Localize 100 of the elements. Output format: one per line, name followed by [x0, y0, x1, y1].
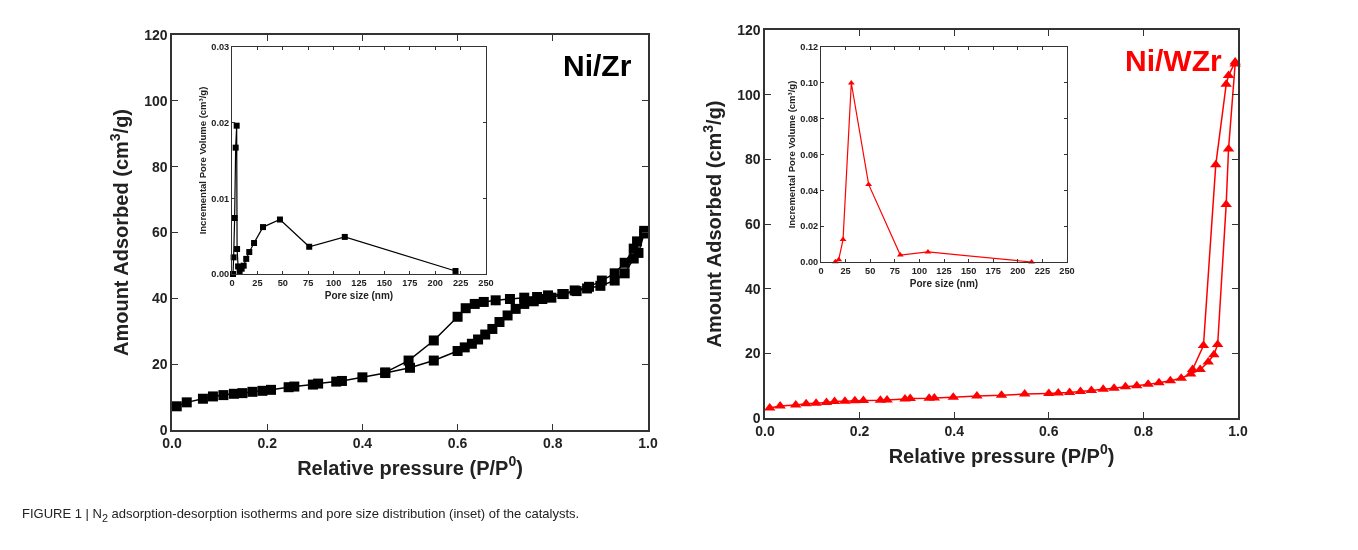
point [289, 381, 300, 392]
point [276, 216, 283, 223]
point [452, 267, 459, 274]
x-tick-label: 0.6 [447, 435, 468, 452]
x-tick-label: 175 [402, 278, 418, 289]
y-tick-label: 40 [745, 280, 761, 297]
point [257, 385, 268, 396]
x-tick-label: 100 [325, 278, 342, 289]
x-tick-label: 75 [303, 278, 314, 289]
x-tick-label: 200 [1010, 266, 1026, 277]
point [519, 292, 530, 303]
y-tick-label: 0.04 [800, 185, 820, 196]
point [800, 398, 812, 407]
x-tick-label: 225 [1034, 266, 1051, 277]
y-tick-label: 120 [144, 26, 168, 43]
point [259, 224, 266, 231]
x-tick-label: 0.0 [755, 423, 775, 440]
caption: FIGURE 1 | N$_{2}$ adsorption-desorption isotherms and pore size distribution (inset) of the catalysts. [22, 506, 580, 524]
y-tick-label: 100 [737, 86, 761, 103]
y-tick-label: 0.02 [800, 221, 819, 232]
point [232, 144, 239, 151]
point [1210, 159, 1222, 168]
y-tick-label: 100 [144, 92, 168, 109]
text: Ni/Zr [563, 49, 632, 82]
x-tick-label: 0.2 [257, 435, 278, 452]
point [428, 355, 439, 366]
y-axis-title: Incremental Pore Volume (cm³/g) [786, 80, 798, 229]
x-tick-label: 1.0 [1228, 423, 1248, 440]
point [487, 323, 498, 334]
point [628, 243, 639, 254]
x-tick-label: 150 [376, 278, 393, 289]
y-tick-label: 60 [152, 224, 168, 241]
x-tick-label: 25 [252, 278, 263, 289]
point [502, 310, 513, 321]
y-tick-label: 120 [737, 21, 761, 38]
y-axis-title: Incremental Pore Volume (cm³/g) [197, 86, 209, 235]
point [596, 275, 607, 286]
point [619, 268, 630, 279]
point [1220, 199, 1232, 208]
x-axis-title: Relative pressure (P/P$^{0}$) [888, 441, 1115, 467]
x-tick-label: 175 [985, 266, 1001, 277]
point [233, 122, 240, 129]
x-tick-label: 250 [1059, 266, 1075, 277]
x-tick-label: 125 [936, 266, 952, 277]
y-tick-label: 0.01 [211, 193, 230, 204]
x-tick-label: 0.2 [849, 423, 870, 440]
y-tick-label: 60 [745, 215, 761, 232]
point [357, 372, 368, 383]
text: Ni/WZr [1125, 44, 1222, 77]
x-axis-title: Pore size (nm) [324, 289, 394, 301]
x-tick-label: 150 [960, 266, 977, 277]
x-tick-label: 125 [351, 278, 367, 289]
y-tick-label: 40 [152, 290, 168, 307]
x-tick-label: 250 [478, 278, 494, 289]
y-tick-label: 0.12 [800, 42, 819, 53]
y-tick-label: 0.08 [800, 113, 819, 124]
point [234, 246, 241, 253]
point [460, 303, 471, 314]
point [452, 311, 463, 322]
point [266, 384, 277, 395]
y-tick-label: 0.00 [800, 257, 819, 268]
x-tick-label: 225 [452, 278, 469, 289]
x-tick-label: 50 [277, 278, 288, 289]
x-tick-label: 0.4 [944, 423, 965, 440]
point [1131, 380, 1143, 389]
point [494, 317, 505, 328]
y-tick-label: 80 [152, 158, 168, 175]
point [313, 378, 324, 389]
point [231, 215, 238, 222]
point [1208, 349, 1220, 358]
point [1153, 377, 1165, 386]
y-tick-label: 20 [152, 356, 168, 373]
point [490, 295, 501, 306]
point [469, 298, 480, 309]
point [478, 296, 489, 307]
point [619, 257, 630, 268]
x-tick-label: 75 [889, 266, 900, 277]
point [246, 249, 253, 256]
point [207, 391, 218, 402]
y-tick-label: 0.03 [211, 42, 230, 53]
point [197, 393, 208, 404]
point [609, 268, 620, 279]
x-tick-label: 0.8 [1133, 423, 1154, 440]
point [306, 243, 313, 250]
x-tick-label: 0.6 [1039, 423, 1059, 440]
point [341, 233, 348, 240]
point [504, 293, 515, 304]
x-tick-label: 200 [427, 278, 443, 289]
x-tick-label: 25 [840, 266, 851, 277]
point [247, 386, 258, 397]
x-tick-label: 0.4 [352, 435, 373, 452]
x-tick-label: 0.8 [543, 435, 563, 452]
x-axis-title: Relative pressure (P/P$^{0}$) [297, 453, 523, 479]
y-tick-label: 80 [745, 151, 761, 168]
y-tick-label: 0.10 [800, 78, 819, 89]
point [243, 255, 250, 262]
y-tick-label: 0.02 [211, 117, 230, 128]
x-tick-label: 0.0 [162, 435, 182, 452]
x-axis-title: Pore size (nm) [909, 277, 979, 289]
point [510, 303, 521, 314]
